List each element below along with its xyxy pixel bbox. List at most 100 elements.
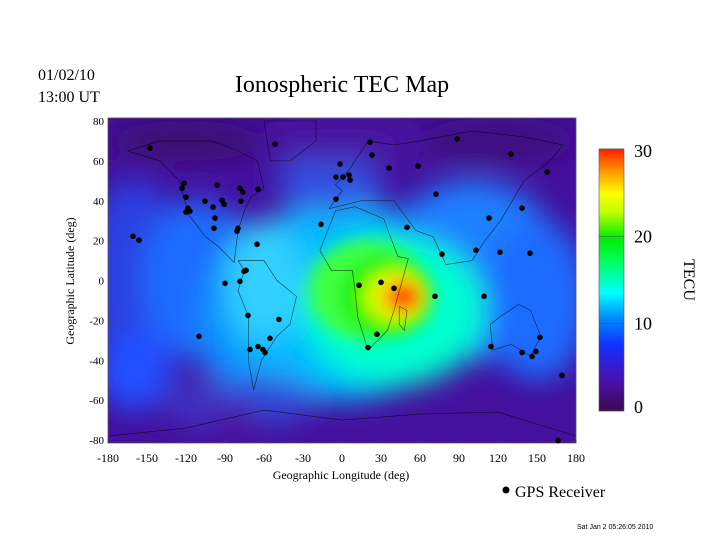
chart-title: Ionospheric TEC Map bbox=[235, 72, 449, 98]
x-tick-label: -150 bbox=[136, 451, 158, 465]
gps-receiver-marker bbox=[519, 205, 525, 211]
gps-receiver-marker bbox=[508, 151, 514, 157]
gps-receiver-marker bbox=[237, 185, 243, 191]
gps-receiver-marker bbox=[486, 215, 492, 221]
gps-receiver-marker bbox=[497, 249, 503, 255]
gps-receiver-marker bbox=[255, 343, 261, 350]
colorbar-label: TECU bbox=[680, 259, 697, 301]
y-tick-label: 0 bbox=[99, 276, 105, 288]
tec-region bbox=[264, 120, 420, 161]
gps-receiver-marker bbox=[415, 163, 421, 169]
gps-receiver-marker bbox=[333, 196, 339, 202]
gps-receiver-marker bbox=[238, 198, 244, 204]
gps-receiver-marker bbox=[243, 267, 249, 274]
y-tick-label: 80 bbox=[93, 116, 105, 128]
gps-receiver-marker bbox=[555, 437, 561, 444]
x-axis-label: Geographic Longitude (deg) bbox=[273, 468, 410, 482]
gps-receiver-marker bbox=[333, 174, 339, 180]
tec-region bbox=[108, 330, 173, 411]
gps-receiver-marker bbox=[473, 247, 479, 253]
date-label: 01/02/10 bbox=[38, 67, 95, 84]
gps-receiver-marker bbox=[247, 346, 253, 353]
gps-receiver-marker bbox=[245, 312, 251, 319]
gps-receiver-marker bbox=[183, 194, 189, 200]
gps-receiver-marker bbox=[378, 279, 384, 286]
gps-receiver-marker bbox=[559, 372, 565, 379]
tec-region bbox=[485, 220, 576, 381]
gps-receiver-marker bbox=[533, 348, 539, 355]
gps-receiver-marker bbox=[365, 344, 371, 351]
coastline bbox=[237, 260, 297, 391]
gps-receiver-marker bbox=[262, 349, 268, 356]
gps-receiver-marker bbox=[369, 152, 375, 158]
coastline bbox=[319, 206, 409, 351]
gps-receiver-marker bbox=[240, 189, 246, 195]
tec-region bbox=[225, 220, 303, 341]
x-tick-label: 120 bbox=[489, 451, 507, 465]
coastline bbox=[398, 306, 408, 332]
gps-receiver-marker bbox=[481, 293, 487, 300]
coastline bbox=[263, 120, 317, 162]
x-tick-label: -120 bbox=[175, 451, 197, 465]
tec-region bbox=[277, 150, 381, 211]
x-tick-label: -60 bbox=[256, 451, 272, 465]
gps-receiver-marker bbox=[234, 228, 240, 235]
gps-receiver-marker bbox=[255, 186, 261, 192]
timestamp: Sat Jan 2 05:26:05 2010 bbox=[577, 524, 653, 531]
gps-receiver-marker bbox=[183, 209, 189, 215]
gps-receiver-marker bbox=[529, 353, 535, 360]
coastline bbox=[108, 409, 576, 437]
coastline bbox=[328, 130, 564, 265]
x-tick-label: -90 bbox=[217, 451, 233, 465]
gps-receiver-marker bbox=[181, 180, 187, 187]
gps-receiver-marker bbox=[346, 172, 352, 178]
colorbar-tick-label: 20 bbox=[634, 226, 652, 246]
gps-receiver-marker bbox=[439, 251, 445, 257]
tec-region bbox=[420, 118, 576, 165]
y-tick-label: 40 bbox=[93, 196, 105, 208]
gps-receiver-marker bbox=[211, 225, 217, 232]
gps-receiver-marker bbox=[267, 335, 273, 342]
gps-receiver-marker bbox=[374, 331, 380, 338]
x-tick-label: 60 bbox=[414, 451, 426, 465]
gps-receiver-marker bbox=[276, 316, 282, 323]
gps-receiver-marker bbox=[527, 250, 533, 256]
x-tick-label: 150 bbox=[528, 451, 546, 465]
x-tick-label: -30 bbox=[295, 451, 311, 465]
heatmap-plot-area bbox=[108, 118, 576, 443]
x-tick-label: 30 bbox=[375, 451, 387, 465]
gps-receiver-marker bbox=[432, 293, 438, 300]
colorbar-tick-label: 10 bbox=[634, 314, 652, 334]
gps-receiver-marker bbox=[212, 215, 218, 221]
gps-receiver-marker bbox=[340, 174, 346, 180]
tec-region bbox=[392, 288, 417, 309]
gps-receiver-marker bbox=[337, 161, 343, 167]
time-label: 13:00 UT bbox=[38, 89, 100, 106]
gps-receiver-marker bbox=[202, 198, 208, 204]
legend-receiver-marker bbox=[502, 486, 510, 494]
gps-receiver-marker bbox=[488, 343, 494, 350]
gps-receiver-marker bbox=[210, 204, 216, 210]
gps-receiver-marker bbox=[537, 334, 543, 341]
gps-receiver-marker bbox=[214, 182, 220, 188]
gps-receiver-marker bbox=[272, 141, 278, 147]
gps-receiver-marker bbox=[544, 169, 550, 175]
gps-receiver-marker bbox=[356, 282, 362, 289]
y-tick-label: -60 bbox=[89, 395, 104, 407]
y-tick-label: -80 bbox=[89, 435, 104, 447]
gps-receiver-marker bbox=[136, 237, 142, 244]
gps-receiver-marker bbox=[519, 349, 525, 356]
gps-receiver-marker bbox=[454, 136, 460, 142]
tec-region bbox=[166, 380, 232, 429]
y-tick-label: -40 bbox=[89, 355, 104, 367]
y-tick-label: -20 bbox=[89, 315, 104, 327]
gps-receiver-marker bbox=[147, 145, 153, 151]
colorbar-tick-label: 30 bbox=[634, 141, 652, 161]
y-tick-label: 60 bbox=[93, 156, 105, 168]
gps-receiver-marker bbox=[386, 165, 392, 171]
gps-receiver-marker bbox=[130, 233, 136, 240]
gps-receiver-marker bbox=[404, 224, 410, 231]
gps-receiver-marker bbox=[254, 241, 260, 248]
gps-receiver-marker bbox=[367, 139, 373, 145]
